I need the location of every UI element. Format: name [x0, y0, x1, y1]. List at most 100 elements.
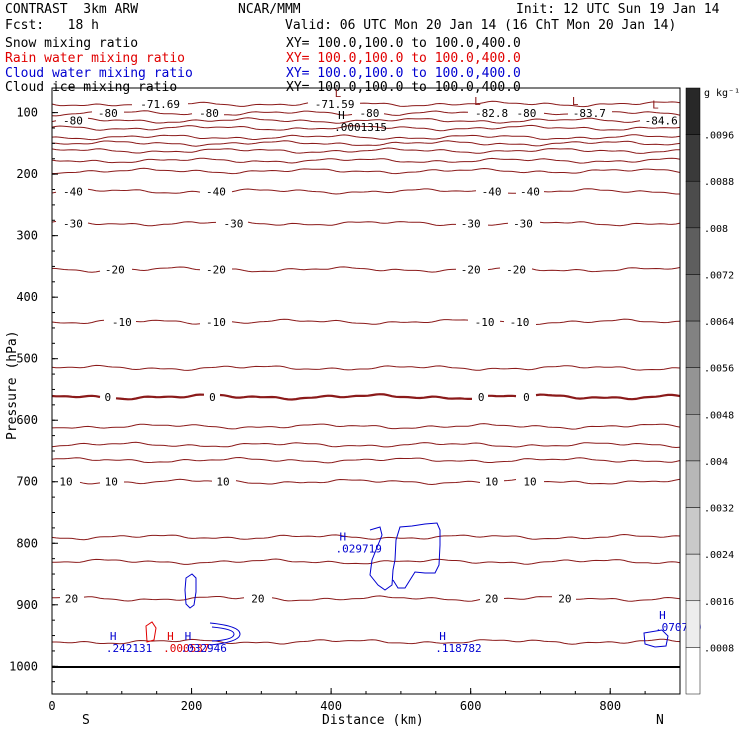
isotherm-label: 20: [558, 593, 571, 606]
y-tick-label: 600: [16, 413, 38, 427]
isotherm-line: [51, 157, 681, 164]
cloud-water-contour: [643, 629, 669, 648]
valid-time: Valid: 06 UTC Mon 20 Jan 14 (16 ChT Mon …: [285, 18, 677, 33]
y-tick-label: 900: [16, 598, 38, 612]
model-title: CONTRAST 3km ARW: [5, 2, 139, 17]
max-value-label: .000537: [163, 642, 209, 655]
max-value-label: .118782: [435, 642, 481, 655]
isotherm-line: [51, 124, 681, 132]
isotherm-line: [51, 140, 681, 147]
isotherm-label: -10: [475, 316, 495, 329]
colorbar-swatch: [685, 320, 701, 368]
north-label: N: [656, 713, 664, 728]
isotherm-line: [51, 110, 681, 117]
max-marker: H: [339, 530, 346, 543]
isotherm-line: [51, 134, 681, 141]
isotherm-label: -10: [206, 316, 226, 329]
isotherm-label: -80: [360, 107, 380, 120]
colorbar-swatch: [685, 553, 701, 602]
field-rain-label: Rain water mixing ratio: [5, 51, 186, 66]
max-marker: H: [659, 609, 666, 622]
colorbar-swatch: [685, 180, 701, 229]
cloud-water-contour: [369, 522, 441, 591]
x-tick-label: 800: [599, 699, 621, 713]
y-axis-label: Pressure (hPa): [5, 330, 20, 440]
colorbar-swatch: [685, 460, 701, 508]
colorbar-label: .0048: [704, 410, 734, 421]
isotherm-label: -20: [461, 263, 481, 276]
y-tick-label: 400: [16, 290, 38, 304]
extrema-labels: H.029719H.242131H.000537H.032946H.118782…: [106, 87, 702, 655]
colorbar-label: .0056: [704, 364, 734, 375]
isotherm-line: [51, 423, 681, 430]
x-axis: 0 200 400 600 800: [48, 688, 681, 713]
min-marker: L: [335, 87, 342, 100]
colorbar-swatch: [685, 274, 701, 322]
isotherm-label: -40: [482, 185, 502, 198]
isotherm-line: [52, 638, 681, 645]
isotherm-label: -10: [510, 316, 530, 329]
init-time: Init: 12 UTC Sun 19 Jan 14: [516, 2, 720, 17]
cloud-water-contour: [184, 573, 197, 609]
max-value-label: .0001315: [334, 121, 387, 134]
colorbar-label: .0008: [704, 643, 734, 654]
isotherm-line: [51, 533, 681, 541]
isotherm-label: -80: [63, 115, 83, 128]
isotherm-label: -30: [223, 217, 243, 230]
isotherm-label: -80: [517, 107, 537, 120]
isotherm-label: -82.8: [475, 107, 508, 120]
cloud-water-contour: [209, 622, 241, 646]
y-tick-label: 700: [16, 475, 38, 489]
x-tick-label: 600: [460, 699, 482, 713]
y-tick-label: 200: [16, 167, 38, 181]
colorbar: .0096 .0088 .008 .0072 .0064 .0056 .0048 .004 .0…: [685, 87, 734, 695]
colorbar-label: .004: [704, 457, 728, 468]
max-marker: H: [338, 109, 345, 122]
field-cloud-label: Cloud water mixing ratio: [5, 66, 193, 81]
field-rain-xy: XY= 100.0,100.0 to 100.0,400.0: [286, 51, 521, 66]
colorbar-label: .0016: [704, 597, 734, 608]
field-snow-label: Snow mixing ratio: [5, 36, 139, 51]
isotherm-label: -30: [461, 217, 481, 230]
max-value-label: .032946: [181, 642, 227, 655]
y-tick-label: 100: [16, 106, 38, 120]
south-label: S: [82, 713, 90, 728]
isotherm-line: [51, 147, 680, 154]
max-value-label: .029719: [335, 542, 381, 555]
isotherm-line: [51, 188, 680, 195]
x-tick-label: 0: [48, 699, 55, 713]
y-tick-label: 1000: [9, 659, 38, 673]
colorbar-label: .0064: [704, 317, 734, 328]
colorbar-swatch: [685, 647, 701, 695]
max-value-label: .242131: [106, 642, 152, 655]
x-tick-label: 200: [181, 699, 203, 713]
isotherm-label: 0: [478, 391, 485, 404]
colorbar-label: .0096: [704, 131, 734, 142]
isotherm-label: -20: [105, 263, 125, 276]
forecast-hour: Fcst: 18 h: [5, 18, 99, 33]
isotherm-label: 10: [216, 476, 229, 489]
colorbar-label: .0024: [704, 550, 734, 561]
isotherm-line: [51, 220, 681, 227]
colorbar-label: .0072: [704, 270, 734, 281]
isotherm-label: -80: [98, 107, 118, 120]
isotherm-label: -40: [520, 185, 540, 198]
colorbar-unit: g kg⁻¹: [704, 88, 740, 99]
isotherm-label: 0: [523, 391, 530, 404]
isotherm-line: [51, 117, 641, 124]
field-cloud-xy: XY= 100.0,100.0 to 100.0,400.0: [286, 66, 521, 81]
cloud-water-contours: [145, 522, 669, 648]
isotherm-label: -20: [506, 263, 526, 276]
colorbar-swatch: [685, 414, 701, 462]
isotherm-label: -20: [206, 263, 226, 276]
max-marker: H: [167, 630, 174, 643]
isotherm-line: [52, 167, 681, 175]
colorbar-swatch: [685, 367, 701, 415]
isotherm-label: -84.6: [645, 115, 678, 128]
isotherm-label: 0: [105, 391, 112, 404]
cloud-water-contour: [211, 626, 235, 642]
isotherm-line: [51, 595, 681, 602]
x-tick-label: 400: [320, 699, 342, 713]
isotherm-label: -80: [199, 107, 219, 120]
colorbar-swatch: [685, 600, 701, 648]
